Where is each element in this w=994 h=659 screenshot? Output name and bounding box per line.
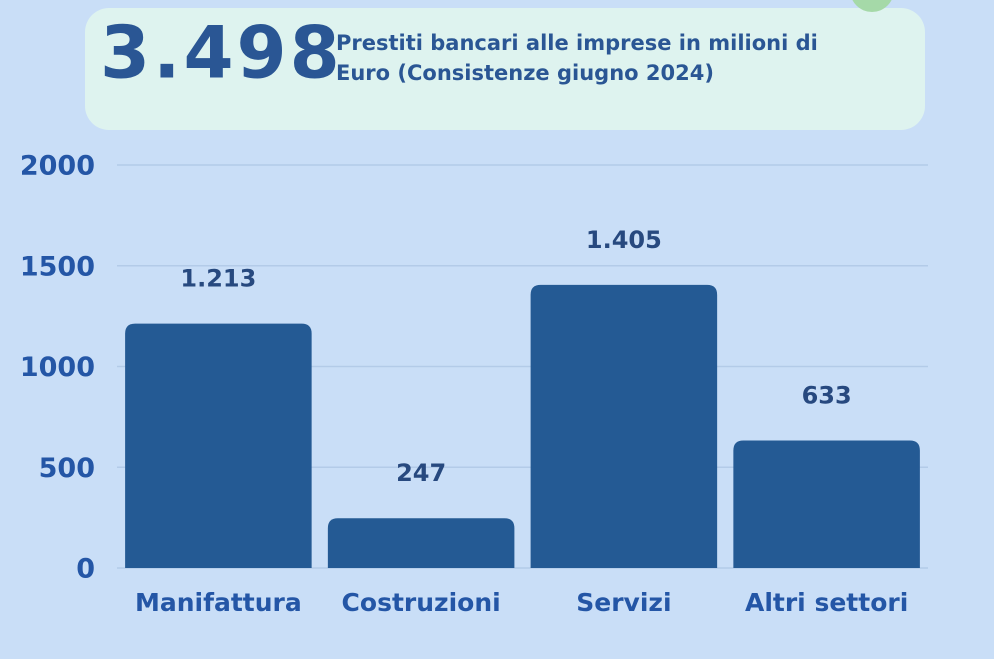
x-tick-label: Costruzioni (342, 588, 501, 617)
bar (733, 440, 920, 568)
bar (327, 518, 515, 568)
y-tick-label: 500 (39, 453, 95, 484)
bar (530, 284, 718, 568)
header-box (85, 8, 925, 130)
decor (852, 0, 892, 12)
chart-title: Prestiti bancari alle imprese in milioni… (336, 31, 818, 85)
y-tick-label: 1000 (20, 352, 95, 383)
value-label: 1.405 (586, 226, 662, 254)
value-label: 1.213 (180, 265, 256, 293)
y-tick-label: 2000 (20, 151, 95, 182)
x-tick-label: Servizi (576, 588, 671, 617)
bar (125, 323, 312, 568)
value-label: 633 (802, 381, 852, 409)
x-tick-label: Manifattura (135, 588, 302, 617)
y-tick-label: 0 (76, 554, 95, 585)
headline: 3.498 (100, 11, 343, 95)
x-tick-label: Altri settori (745, 588, 908, 617)
y-tick-label: 1500 (20, 251, 95, 282)
value-label: 247 (396, 459, 446, 487)
